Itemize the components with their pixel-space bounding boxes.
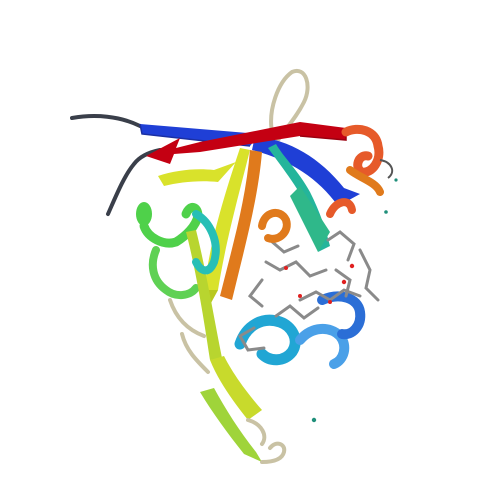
green-helix-left — [136, 202, 206, 338]
orange-mini-helix — [258, 198, 356, 243]
top-loop-coil — [269, 68, 310, 142]
n-terminal-coil — [70, 114, 162, 216]
bottom-loop-coil — [180, 332, 287, 464]
orange-helix — [341, 124, 394, 196]
atom-beads — [284, 178, 398, 423]
green-teal-strand — [268, 144, 330, 252]
side-chain-sticks — [237, 230, 380, 352]
yellow-left-strand — [158, 162, 236, 186]
orange-beta-strand — [220, 150, 262, 300]
cyan-helix — [192, 210, 366, 369]
